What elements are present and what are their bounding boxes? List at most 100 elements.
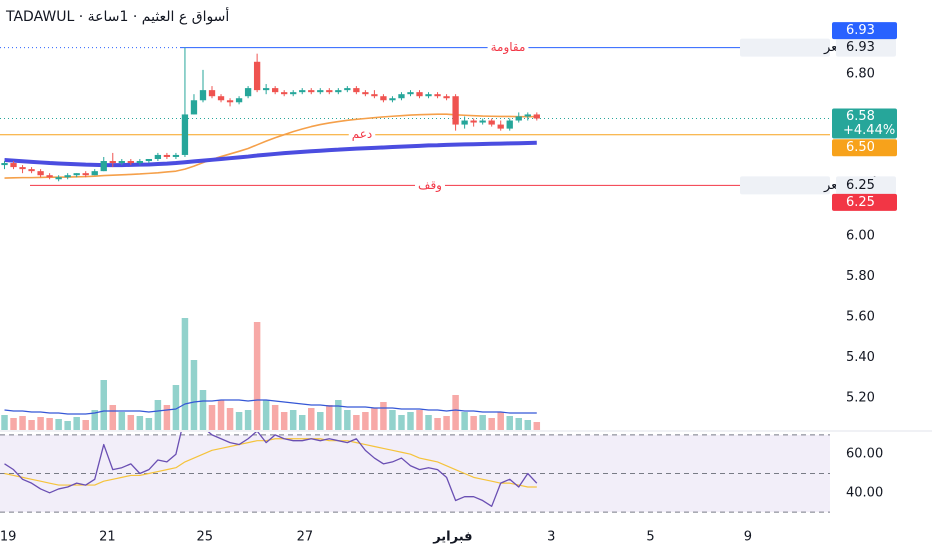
candle-body: [380, 96, 387, 101]
volume-bar: [497, 412, 504, 430]
volume-bar: [82, 420, 89, 430]
candle-body: [389, 98, 396, 101]
volume-bar: [524, 420, 532, 430]
y-tick-label: 5.80: [846, 269, 875, 284]
candle-body: [290, 92, 297, 95]
volume-bar: [389, 410, 396, 430]
volume-bar: [271, 405, 279, 430]
side-value: 6.25: [846, 178, 875, 193]
volume-bar: [380, 402, 387, 430]
candle-body: [262, 88, 270, 91]
volume-bar: [181, 318, 189, 430]
level-label: مقاومة: [491, 40, 526, 55]
candle-body: [470, 120, 477, 123]
volume-bar: [10, 418, 17, 430]
volume-bar: [46, 418, 53, 430]
price-tag-label: 6.50: [846, 140, 875, 155]
candle-body: [10, 163, 17, 168]
candle-body: [100, 161, 107, 172]
volume-bar: [443, 416, 450, 430]
volume-bar: [100, 380, 107, 430]
price-tag-change: +4.44%: [843, 123, 895, 138]
candle-body: [253, 61, 261, 91]
candle-body: [64, 175, 71, 178]
price-tag: [832, 108, 897, 139]
volume-bar: [226, 408, 234, 430]
candle-body: [37, 171, 44, 176]
volume-bar: [262, 400, 270, 430]
candle-body: [172, 154, 180, 157]
volume-bar: [506, 416, 513, 430]
candle-body: [91, 171, 98, 176]
volume-bar: [154, 400, 162, 430]
volume-bar: [73, 417, 80, 430]
candle-body: [362, 92, 369, 95]
candle-body: [299, 90, 306, 93]
x-tick-label: 21: [99, 530, 116, 545]
volume-bar: [55, 419, 62, 430]
x-tick-label: فبراير: [432, 530, 472, 545]
volume-bar: [425, 415, 432, 430]
volume-bar: [298, 415, 306, 430]
volume-bar: [326, 405, 333, 430]
x-tick-label: 9: [744, 530, 752, 545]
volume-bar: [64, 421, 71, 430]
candle-body: [154, 154, 162, 159]
y-tick-label: 6.00: [846, 228, 875, 243]
candle-body: [479, 120, 486, 123]
volume-bar: [91, 410, 98, 430]
candle-body: [181, 114, 189, 155]
rsi-line: [4, 432, 538, 507]
candle-body: [317, 90, 324, 93]
candle-body: [416, 92, 423, 97]
price-tag-label: 6.25: [846, 195, 875, 210]
volume-bar: [127, 415, 135, 430]
candle-body: [461, 120, 468, 125]
volume-bar: [470, 416, 477, 430]
volume-bar: [244, 410, 252, 430]
candle-body: [1, 163, 8, 166]
volume-bar: [317, 412, 324, 430]
candle-body: [145, 158, 153, 162]
candle-body: [533, 114, 540, 119]
candle-body: [308, 90, 315, 93]
volume-bar: [280, 412, 288, 430]
x-tick-label: 3: [547, 530, 555, 545]
candle-body: [19, 167, 26, 170]
volume-bar: [136, 416, 144, 430]
volume-bar: [1, 415, 8, 430]
side-label-bg: [740, 38, 830, 57]
volume-bar: [118, 412, 126, 430]
candle-body: [452, 96, 459, 125]
volume-bar: [335, 400, 342, 430]
volume-bar: [19, 416, 26, 430]
x-tick-label: 19: [0, 530, 16, 545]
volume-bar: [145, 418, 153, 430]
candle-body: [163, 154, 171, 157]
y-tick-label: 6.80: [846, 66, 875, 81]
volume-bar: [407, 412, 414, 430]
volume-bar: [308, 408, 315, 430]
volume-bar: [416, 410, 423, 430]
volume-bar: [461, 412, 468, 430]
volume-bar: [515, 418, 522, 430]
volume-bar: [208, 405, 216, 430]
candle-body: [46, 175, 53, 178]
candle-body: [497, 124, 504, 129]
candle-body: [28, 169, 35, 172]
side-value-bg: [836, 176, 896, 195]
candle-body: [524, 114, 531, 117]
candle-body: [443, 96, 450, 99]
price-tag: [832, 193, 897, 211]
y-tick-label: 5.20: [846, 390, 875, 405]
candle-body: [82, 173, 89, 176]
candle-body: [55, 177, 62, 180]
volume-bar: [172, 385, 180, 430]
price-tag: [832, 139, 897, 157]
candle-body: [407, 92, 414, 95]
volume-bar: [344, 410, 351, 430]
candle-body: [244, 88, 252, 97]
price-tag-label: 6.58: [846, 109, 875, 124]
side-label-bg: [740, 176, 830, 195]
